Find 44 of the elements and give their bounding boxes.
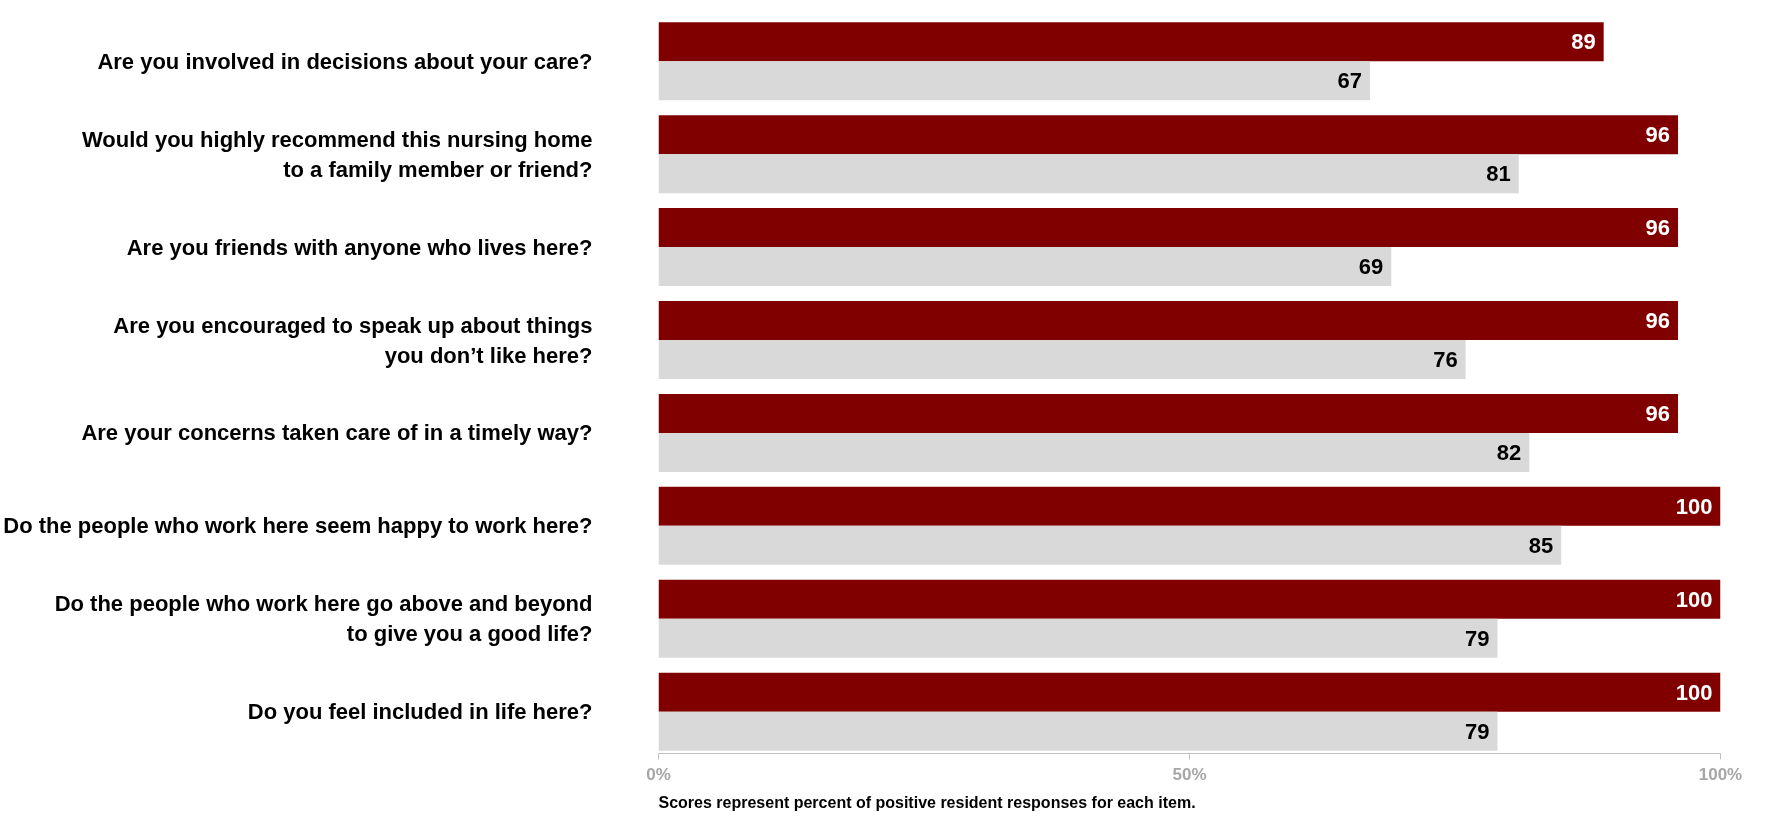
data-label: 76 [1433, 347, 1458, 373]
bar [658, 300, 1679, 341]
data-label: 100 [1675, 586, 1713, 612]
data-label: 85 [1528, 532, 1554, 558]
y-tick-label: Are you involved in decisions about your care? [97, 48, 593, 74]
bar [658, 579, 1721, 619]
y-tick-label: Do the people who work here seem happy to work here? [3, 513, 593, 539]
bar [658, 154, 1519, 194]
bar [658, 486, 1721, 526]
data-label: 96 [1645, 308, 1671, 333]
bar [658, 618, 1498, 658]
bar [658, 711, 1498, 751]
x-tick-label: 50% [1172, 764, 1207, 784]
data-label: 96 [1645, 400, 1671, 426]
y-tick-label: Do the people who work here go above and beyond to give you a good life? [54, 591, 593, 647]
y-tick-label: Would you highly recommend this nursing home to a family member or friend? [81, 126, 593, 182]
bar [658, 393, 1679, 433]
bar [658, 672, 1721, 712]
bar [658, 208, 1679, 248]
bar [658, 247, 1392, 287]
bar [658, 61, 1371, 101]
data-label: 96 [1645, 122, 1671, 148]
x-tick-label: 100% [1698, 764, 1743, 784]
x-tick-label: 0% [646, 764, 671, 784]
bar [658, 115, 1679, 155]
y-tick-label: Are you friends with anyone who lives here? [126, 234, 593, 260]
bar [658, 22, 1604, 62]
data-label: 79 [1465, 625, 1490, 651]
bar [658, 340, 1466, 380]
data-label: 100 [1675, 679, 1713, 705]
data-label: 82 [1496, 439, 1522, 465]
data-label: 79 [1465, 718, 1490, 744]
bar [658, 525, 1562, 565]
data-label: 69 [1358, 254, 1384, 280]
y-tick-label: Are you encouraged to speak up about things you don’t like here? [113, 312, 593, 368]
text: Scores represent percent of positive resident responses for each item. [658, 793, 1196, 811]
data-label: 81 [1486, 161, 1511, 187]
y-tick-label: Do you feel included in life here? [247, 699, 593, 725]
data-label: 67 [1337, 68, 1363, 94]
data-label: 100 [1675, 493, 1713, 519]
y-tick-label: Are your concerns taken care of in a timely way? [81, 420, 593, 446]
bar [658, 432, 1530, 472]
data-label: 89 [1571, 29, 1596, 55]
data-label: 96 [1645, 215, 1671, 241]
